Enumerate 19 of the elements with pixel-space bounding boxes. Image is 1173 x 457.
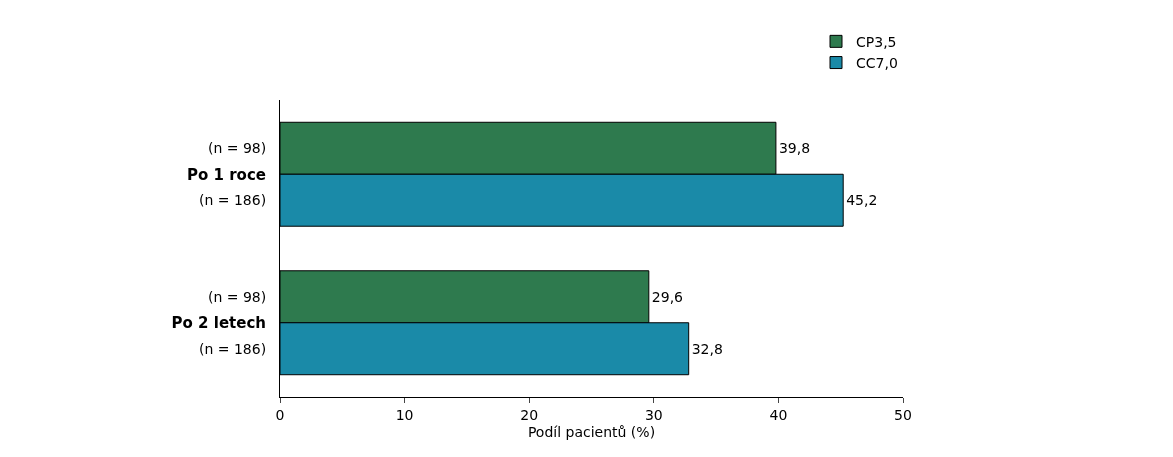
y-tick-label: Po 1 roce bbox=[187, 165, 266, 184]
x-tick-label: 50 bbox=[894, 406, 912, 423]
legend-label: CP3,5 bbox=[856, 33, 897, 50]
x-tick-label: 20 bbox=[520, 406, 539, 423]
text: (n = 98) bbox=[208, 289, 267, 305]
x-tick-label: 40 bbox=[769, 406, 788, 423]
text: (n = 186) bbox=[199, 192, 267, 208]
data-label: 39,8 bbox=[778, 140, 811, 157]
x-axis-title: Podíl pacientů (%) bbox=[527, 424, 656, 441]
text: (n = 98) bbox=[208, 140, 267, 156]
legend-label: CC7,0 bbox=[856, 55, 898, 72]
text: (n = 186) bbox=[199, 341, 267, 357]
data-label: 45,2 bbox=[846, 192, 878, 209]
x-tick-label: 0 bbox=[275, 406, 285, 423]
y-tick-label: Po 2 letech bbox=[171, 314, 266, 332]
data-label: 29,6 bbox=[651, 288, 684, 305]
data-label: 32,8 bbox=[691, 340, 723, 357]
x-tick-label: 30 bbox=[644, 406, 663, 423]
x-tick-label: 10 bbox=[395, 406, 414, 423]
